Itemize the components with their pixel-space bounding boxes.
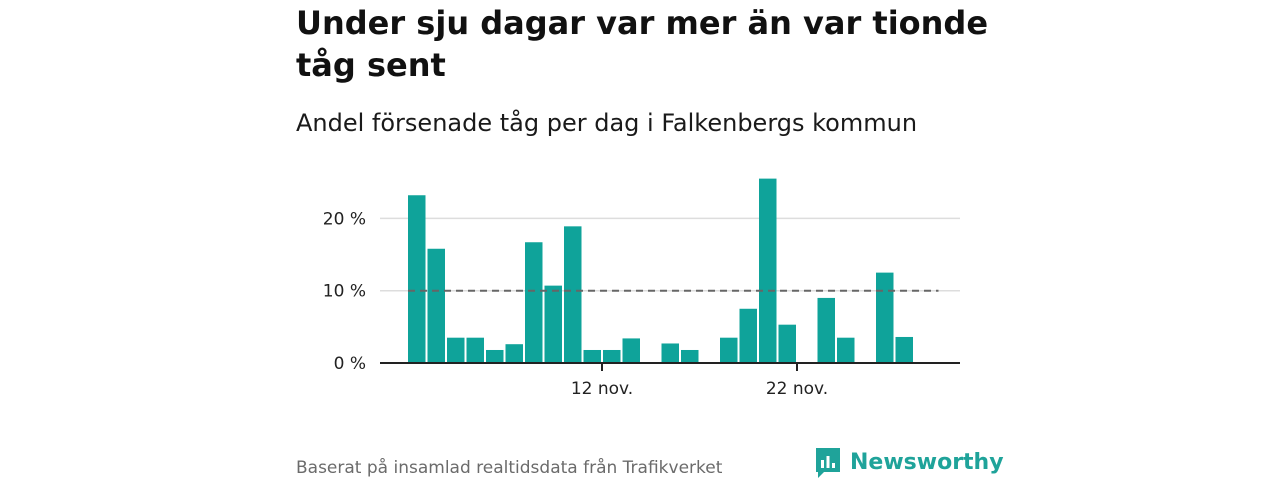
bar-11nov xyxy=(583,349,601,363)
bar-chart: 0 % 10 % 20 % 12 nov. 22 nov. xyxy=(323,178,960,399)
bar-13nov xyxy=(622,338,640,363)
x-ticks: 12 nov. 22 nov. xyxy=(571,363,828,399)
brand-name: Newsworthy xyxy=(850,450,1004,475)
bar-26nov xyxy=(876,272,894,363)
chart-subtitle: Andel försenade tåg per dag i Falkenberg… xyxy=(296,109,918,137)
bar-12nov xyxy=(603,349,621,363)
bar-27nov xyxy=(895,336,913,363)
y-tick-label: 10 % xyxy=(323,282,366,302)
y-tick-labels: 0 % 10 % 20 % xyxy=(323,209,366,374)
bar-10nov xyxy=(564,226,582,363)
x-tick-label: 22 nov. xyxy=(766,379,828,399)
x-tick-label: 12 nov. xyxy=(571,379,633,399)
bar-7nov xyxy=(505,344,523,363)
bar-16nov xyxy=(681,349,699,363)
chart-title: Under sju dagar var mer än var tionde tå… xyxy=(296,4,989,84)
newsworthy-logo: Newsworthy xyxy=(814,446,1004,480)
bar-8nov xyxy=(525,242,543,363)
bars xyxy=(408,178,913,363)
bar-3nov xyxy=(427,248,445,363)
y-tick-label: 20 % xyxy=(323,209,366,229)
bar-24nov xyxy=(837,337,855,363)
bar-21nov xyxy=(778,324,796,363)
bar-2nov xyxy=(408,195,426,363)
grid-lines xyxy=(380,217,960,292)
newsworthy-logo-icon xyxy=(816,448,840,478)
bar-5nov xyxy=(466,337,484,363)
y-tick-label: 0 % xyxy=(334,354,366,374)
bar-18nov xyxy=(720,337,738,363)
bar-9nov xyxy=(544,285,562,363)
bar-20nov xyxy=(759,178,777,363)
bar-4nov xyxy=(447,337,465,363)
bar-19nov xyxy=(739,308,757,363)
source-note: Baserat på insamlad realtidsdata från Tr… xyxy=(296,458,723,478)
bar-23nov xyxy=(817,297,835,363)
bar-15nov xyxy=(661,343,679,363)
bar-6nov xyxy=(486,349,504,363)
